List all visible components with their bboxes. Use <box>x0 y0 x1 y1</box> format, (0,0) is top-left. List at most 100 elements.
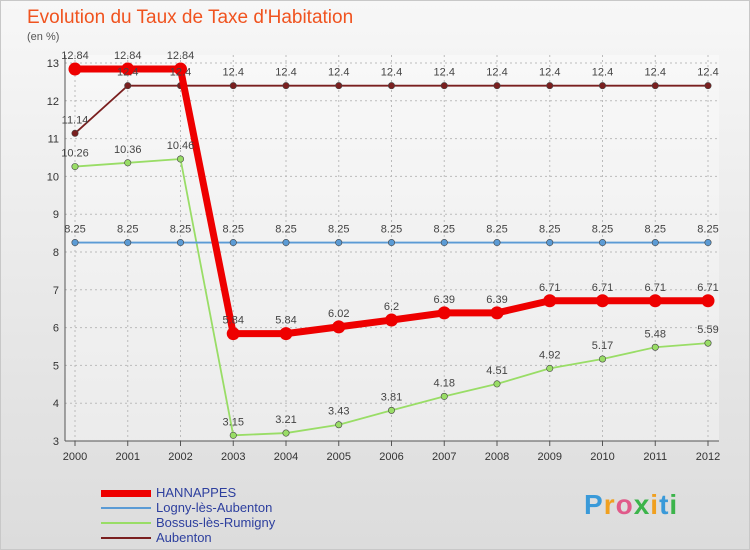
data-point <box>704 239 712 247</box>
data-label: 4.51 <box>486 365 507 377</box>
data-label: 11.14 <box>62 114 89 126</box>
legend-item: Aubenton <box>101 530 361 545</box>
x-tick-label: 2011 <box>643 451 667 463</box>
x-tick-label: 2008 <box>485 451 509 463</box>
data-label: 6.02 <box>328 308 349 320</box>
data-label: 12.84 <box>167 50 195 62</box>
legend: HANNAPPES Logny-lès-Aubenton Bossus-lès-Ru… <box>101 485 361 545</box>
data-point <box>279 327 293 341</box>
data-label: 12.4 <box>381 67 402 79</box>
data-label: 8.25 <box>592 224 613 236</box>
data-point <box>335 421 343 429</box>
data-point <box>437 306 451 320</box>
data-point <box>493 82 501 90</box>
data-label: 3.81 <box>381 391 402 403</box>
logo-letter: i <box>650 489 660 520</box>
data-label: 6.39 <box>434 294 455 306</box>
data-label: 10.46 <box>167 140 195 152</box>
data-label: 12.4 <box>328 67 349 79</box>
data-label: 8.25 <box>328 224 349 236</box>
x-tick-label: 2001 <box>116 451 140 463</box>
data-label: 8.25 <box>64 224 85 236</box>
legend-item: HANNAPPES <box>101 485 361 500</box>
legend-label: HANNAPPES <box>156 485 237 500</box>
x-tick-label: 2009 <box>538 451 562 463</box>
logo-letter: x <box>633 489 651 520</box>
data-label: 12.4 <box>275 67 296 79</box>
logo-letter: o <box>615 489 634 520</box>
logo-letter: t <box>659 489 670 520</box>
data-point <box>490 306 504 320</box>
data-point <box>229 431 237 439</box>
data-label: 8.25 <box>645 224 666 236</box>
x-tick-label: 2002 <box>168 451 192 463</box>
data-point <box>332 320 346 334</box>
x-tick-label: 2010 <box>590 451 614 463</box>
legend-swatch <box>101 537 151 539</box>
data-point <box>440 82 448 90</box>
data-label: 12.4 <box>645 67 666 79</box>
data-point <box>71 163 79 171</box>
data-point <box>124 239 132 247</box>
x-tick-label: 2005 <box>327 451 351 463</box>
data-point <box>335 82 343 90</box>
data-point <box>493 239 501 247</box>
y-tick-label: 5 <box>53 360 59 372</box>
data-point <box>651 343 659 351</box>
data-label: 6.2 <box>384 301 399 313</box>
legend-item: Bossus-lès-Rumigny <box>101 515 361 530</box>
y-tick-label: 10 <box>47 171 59 183</box>
legend-item: Logny-lès-Aubenton <box>101 500 361 515</box>
data-label: 6.71 <box>592 282 613 294</box>
data-point <box>546 364 554 372</box>
data-label: 3.21 <box>275 414 296 426</box>
logo-letter: P <box>584 489 604 520</box>
data-label: 5.84 <box>223 315 244 327</box>
data-label: 8.25 <box>539 224 560 236</box>
data-label: 4.18 <box>434 377 455 389</box>
data-label: 4.92 <box>539 349 560 361</box>
legend-swatch <box>101 522 151 524</box>
proxiti-logo: Proxiti <box>584 489 678 521</box>
data-point <box>546 82 554 90</box>
data-label: 12.4 <box>117 67 138 79</box>
legend-label: Bossus-lès-Rumigny <box>156 515 276 530</box>
y-tick-label: 4 <box>53 398 59 410</box>
data-point <box>596 294 609 308</box>
data-label: 12.84 <box>61 50 89 62</box>
data-point <box>282 429 290 437</box>
data-point <box>282 239 290 247</box>
x-tick-label: 2003 <box>221 451 245 463</box>
data-point <box>440 392 448 400</box>
data-label: 6.71 <box>645 282 666 294</box>
data-label: 12.4 <box>697 67 718 79</box>
y-tick-label: 6 <box>53 323 59 335</box>
data-label: 5.59 <box>697 324 718 336</box>
chart-title: Evolution du Taux de Taxe d'Habitation <box>27 7 354 28</box>
data-label: 5.84 <box>275 315 296 327</box>
data-point <box>701 294 715 308</box>
data-label: 12.4 <box>486 67 507 79</box>
y-tick-label: 9 <box>53 209 59 221</box>
data-label: 8.25 <box>223 224 244 236</box>
data-label: 10.36 <box>114 144 142 156</box>
data-label: 5.48 <box>645 328 666 340</box>
data-point <box>124 159 132 167</box>
data-point <box>598 82 606 90</box>
y-tick-label: 11 <box>48 134 59 146</box>
x-tick-label: 2006 <box>379 451 403 463</box>
legend-swatch <box>101 507 151 509</box>
data-point <box>174 62 187 76</box>
data-point <box>229 239 237 247</box>
y-tick-label: 3 <box>53 436 59 448</box>
data-label: 3.43 <box>328 406 349 418</box>
data-label: 12.84 <box>114 50 142 62</box>
data-label: 10.26 <box>61 148 89 160</box>
logo-letter: i <box>669 489 679 520</box>
chart-unit: (en %) <box>27 31 60 43</box>
data-point <box>177 239 185 247</box>
data-label: 8.25 <box>486 224 507 236</box>
data-label: 12.4 <box>539 67 560 79</box>
data-point <box>177 155 185 163</box>
